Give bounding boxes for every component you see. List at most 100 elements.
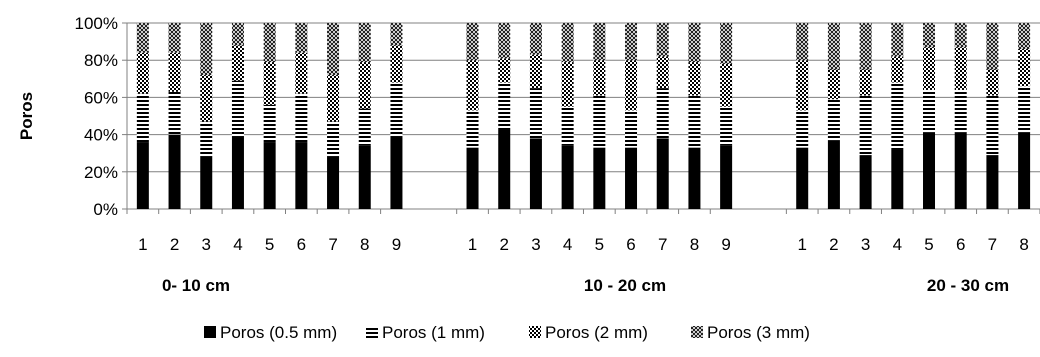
bar-segment: [498, 23, 511, 59]
bar-segment: [593, 147, 606, 209]
bar-segment: [561, 145, 574, 209]
bar-segment: [656, 23, 669, 57]
legend-swatch: [204, 326, 216, 338]
bar-segment: [625, 110, 638, 148]
bar-segment: [827, 99, 840, 141]
legend: Poros (0.5 mm) Poros (1 mm) Poros (2 mm) Po…: [204, 323, 810, 342]
x-category-label: 9: [721, 235, 730, 254]
gridlines: [127, 22, 1040, 173]
bar-segment: [358, 108, 371, 146]
bars: [136, 23, 1031, 209]
bar-segment: [561, 106, 574, 146]
bar-segment: [923, 47, 936, 90]
bar-segment: [1018, 49, 1031, 87]
bar-segment: [827, 23, 840, 70]
bar-segment: [295, 142, 308, 209]
bar-segment: [466, 60, 479, 111]
bar-segment: [561, 62, 574, 107]
bar-segment: [1018, 86, 1031, 133]
legend-label: Poros (3 mm): [707, 323, 810, 342]
bar-segment: [231, 23, 244, 46]
y-tick-label: 40%: [84, 126, 118, 145]
bar-segment: [263, 62, 276, 105]
x-category-label: 6: [297, 235, 306, 254]
x-category-label: 3: [202, 235, 211, 254]
bar-segment: [859, 69, 872, 96]
bar-segment: [593, 95, 606, 148]
bar-segment: [466, 23, 479, 61]
bar-segment: [295, 23, 308, 53]
x-group-label: 20 - 30 cm: [927, 276, 1009, 295]
x-category-label: 4: [563, 235, 572, 254]
bar-segment: [263, 104, 276, 143]
bar-segment: [656, 56, 669, 89]
x-category-label: 6: [626, 235, 635, 254]
legend-swatch: [529, 326, 541, 338]
x-category-label: 9: [392, 235, 401, 254]
bar-segment: [295, 52, 308, 94]
x-group-label: 10 - 20 cm: [584, 276, 666, 295]
y-tick-label: 20%: [84, 163, 118, 182]
bar-segment: [720, 63, 733, 107]
bar-segment: [136, 142, 149, 209]
bar-segment: [231, 45, 244, 81]
bar-segment: [390, 136, 403, 209]
bar-segment: [200, 121, 213, 157]
x-category-label: 2: [829, 235, 838, 254]
bar-segment: [168, 52, 181, 92]
bar-segment: [200, 75, 213, 122]
bar-segment: [529, 23, 542, 55]
x-category-label: 1: [797, 235, 806, 254]
bar-segment: [593, 23, 606, 61]
legend-swatch: [691, 326, 703, 338]
bar-segment: [498, 129, 511, 209]
bar-segment: [498, 58, 511, 83]
bar-segment: [529, 138, 542, 209]
bar-segment: [295, 93, 308, 143]
bar-segment: [891, 23, 904, 57]
x-category-label: 3: [531, 235, 540, 254]
bar-segment: [529, 88, 542, 139]
x-category-label: 7: [658, 235, 667, 254]
bar-segment: [466, 110, 479, 148]
bar-segment: [923, 132, 936, 209]
y-tick-label: 60%: [84, 88, 118, 107]
bar-segment: [891, 149, 904, 209]
bar-segment: [688, 147, 701, 209]
legend-swatch: [366, 326, 378, 338]
bar-segment: [390, 45, 403, 83]
bar-segment: [688, 23, 701, 63]
y-axis-title: Poros: [17, 92, 36, 140]
legend-label: Poros (2 mm): [545, 323, 648, 342]
x-category-label: 8: [690, 235, 699, 254]
bar-segment: [891, 82, 904, 150]
bar-segment: [327, 121, 340, 157]
bar-segment: [859, 95, 872, 156]
bar-segment: [720, 145, 733, 209]
bar-segment: [390, 23, 403, 46]
x-category-label: 1: [468, 235, 477, 254]
x-category-label: 5: [924, 235, 933, 254]
x-category-label: 6: [956, 235, 965, 254]
x-group-label: 0- 10 cm: [162, 276, 230, 295]
bar-segment: [796, 23, 809, 61]
bar-segment: [625, 23, 638, 61]
x-category-label: 4: [893, 235, 902, 254]
bar-segment: [986, 69, 999, 96]
bar-segment: [358, 145, 371, 209]
bar-segment: [136, 93, 149, 143]
bar-segment: [498, 82, 511, 130]
bar-segment: [263, 23, 276, 63]
bar-segment: [200, 156, 213, 209]
bar-segment: [720, 23, 733, 64]
bar-segment: [327, 75, 340, 122]
bar-segment: [827, 140, 840, 209]
y-tick-label: 100%: [75, 14, 118, 33]
bar-segment: [625, 60, 638, 111]
bar-segment: [136, 52, 149, 94]
bar-segment: [954, 132, 967, 209]
bar-segment: [923, 89, 936, 133]
bar-segment: [263, 142, 276, 209]
